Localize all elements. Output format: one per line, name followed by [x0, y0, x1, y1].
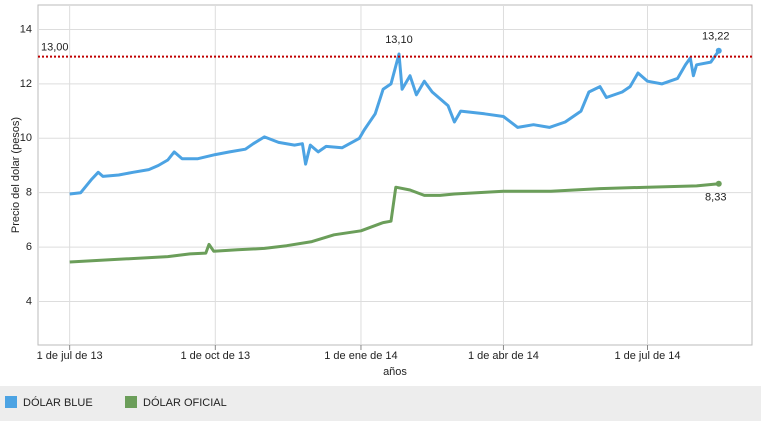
- x-tick-label: 1 de abr de 14: [468, 350, 539, 362]
- x-tick-label: 1 de oct de 13: [180, 350, 250, 362]
- x-tick-label: 1 de ene de 14: [324, 350, 397, 362]
- legend-swatch: [125, 396, 137, 408]
- x-axis-label: años: [383, 366, 407, 378]
- y-tick-label: 4: [26, 295, 32, 307]
- y-tick-label: 10: [20, 132, 32, 144]
- y-tick-label: 12: [20, 78, 32, 90]
- y-tick-label: 6: [26, 241, 32, 253]
- legend-label: DÓLAR BLUE: [23, 396, 93, 409]
- y-axis-label: Precio del dolar (pesos): [10, 117, 22, 233]
- y-tick-label: 8: [26, 187, 32, 199]
- legend-band: [0, 386, 761, 421]
- plot-area: [37, 4, 753, 346]
- series-line: [69, 182, 719, 264]
- series-line: [69, 49, 721, 196]
- annotation: 8,33: [705, 192, 726, 204]
- legend-label: DÓLAR OFICIAL: [143, 396, 227, 409]
- legend-swatch: [5, 396, 17, 408]
- y-tick-label: 14: [20, 23, 32, 35]
- end-point: [715, 180, 722, 187]
- end-point: [715, 47, 722, 54]
- x-tick-label: 1 de jul de 14: [614, 350, 680, 362]
- annotation: 13,10: [385, 34, 413, 46]
- annotation: 13,22: [702, 31, 730, 43]
- reference-label: 13,00: [41, 42, 69, 54]
- x-tick-label: 1 de jul de 13: [37, 350, 103, 362]
